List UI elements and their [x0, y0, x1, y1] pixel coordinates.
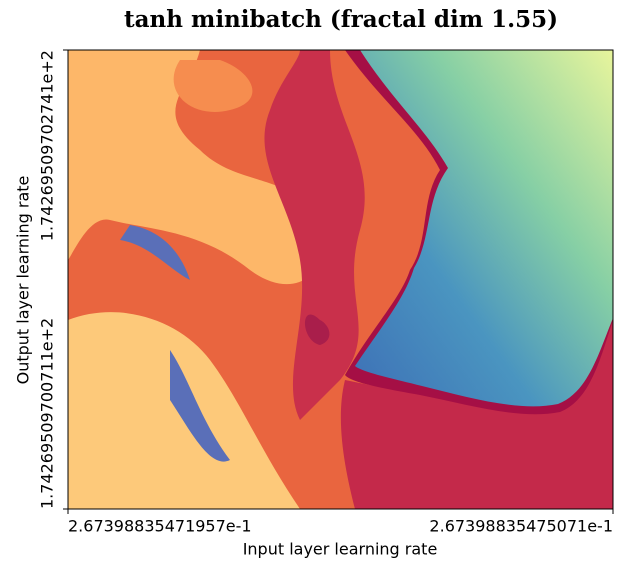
y-axis-label: Output layer learning rate	[14, 176, 33, 385]
y-tick-label: 1.74269509700711e+2	[38, 318, 57, 509]
fractal-image	[68, 50, 613, 509]
x-tick-label: 2.67398835475071e-1	[429, 517, 613, 536]
y-tick-label: 1.74269509702741e+2	[38, 50, 57, 241]
x-axis-label: Input layer learning rate	[243, 540, 438, 559]
chart-title: tanh minibatch (fractal dim 1.55)	[124, 6, 558, 33]
x-tick-label: 2.67398835471957e-1	[68, 517, 252, 536]
plot-frame	[67, 49, 614, 510]
